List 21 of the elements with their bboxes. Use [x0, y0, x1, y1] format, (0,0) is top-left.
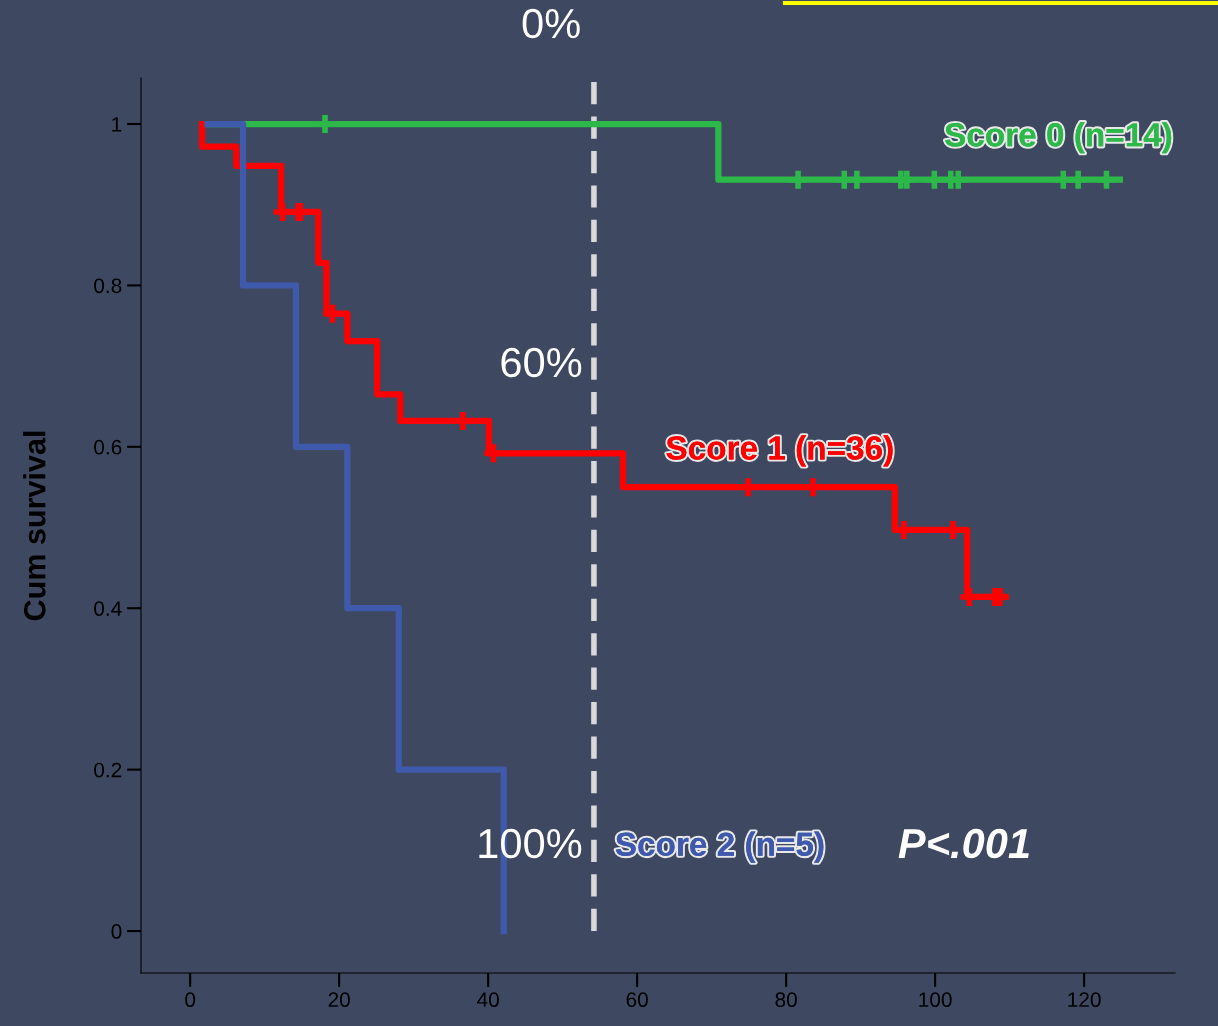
y-tick-label: 0.6 — [94, 439, 122, 455]
y-tick-label: 0.4 — [94, 601, 122, 616]
x-tick-label: 120 — [1068, 992, 1101, 1008]
annotation: P<.001 — [898, 828, 1029, 859]
series-label: Score 1 (n=36) — [666, 435, 893, 467]
text: Score 2 (n=5) — [615, 831, 824, 863]
y-axis-title: Cum survival — [23, 431, 46, 621]
text: 0% — [522, 8, 580, 39]
x-tick-label: 80 — [775, 992, 797, 1008]
series-label: Score 0 (n=14) — [945, 122, 1172, 154]
x-tick-label: 20 — [328, 992, 350, 1008]
x-tick-label: 60 — [626, 992, 648, 1008]
annotation: 100% — [479, 828, 582, 859]
x-tick-label: 0 — [185, 992, 196, 1008]
x-tick-label: 40 — [477, 992, 499, 1008]
annotation: 60% — [501, 347, 582, 378]
y-tick-label: 0.8 — [94, 278, 122, 294]
y-tick-label: 1 — [112, 117, 122, 132]
x-tick-label: 100 — [919, 992, 952, 1008]
y-tick-label: 0 — [111, 924, 122, 939]
y-tick-label: 0.2 — [94, 762, 122, 778]
